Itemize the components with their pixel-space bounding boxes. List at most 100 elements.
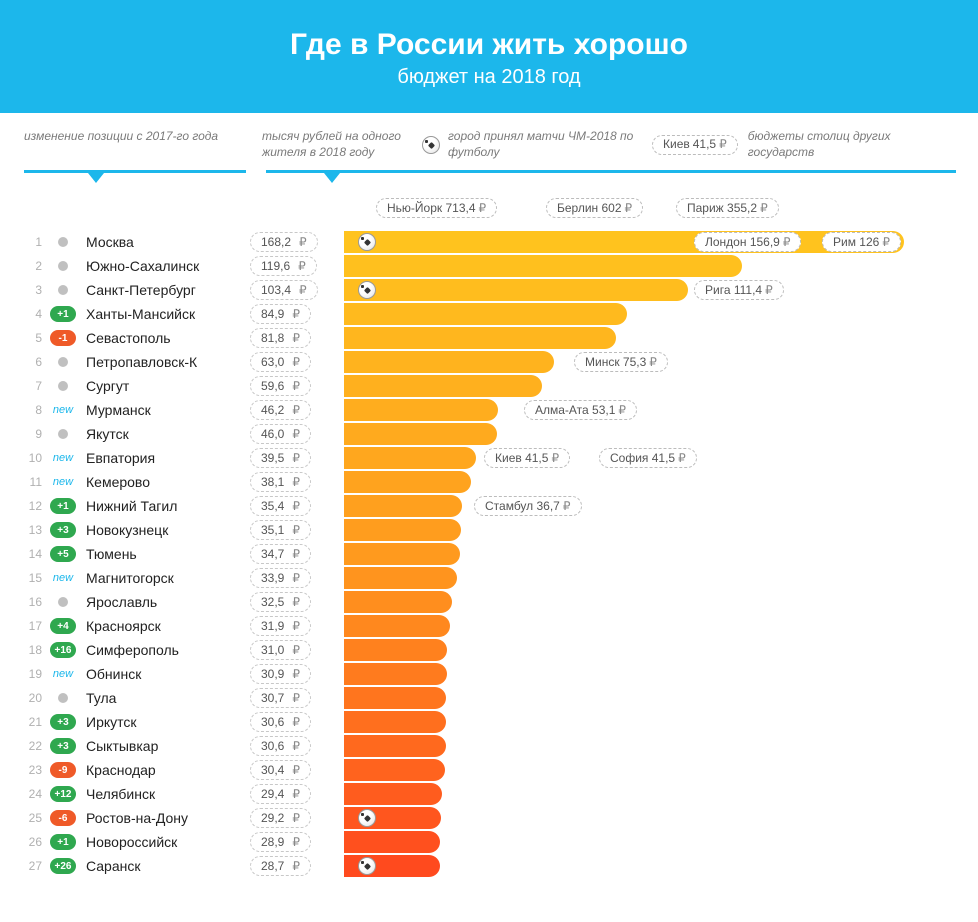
city-name: Краснодар bbox=[80, 762, 250, 778]
change-badge: +3 bbox=[50, 522, 76, 538]
legend-wc-text: город принял матчи ЧМ-2018 по футболу bbox=[448, 129, 652, 160]
bar bbox=[344, 399, 498, 421]
city-name: Кемерово bbox=[80, 474, 250, 490]
ruble-icon: ₽ bbox=[719, 137, 727, 153]
city-name: Сыктывкар bbox=[80, 738, 250, 754]
bar-area bbox=[344, 518, 954, 542]
change-badge: +1 bbox=[50, 306, 76, 322]
change-badge: +3 bbox=[50, 738, 76, 754]
change-badge-slot: -6 bbox=[46, 810, 80, 826]
bar-area bbox=[344, 710, 954, 734]
value-pill: 30,7₽ bbox=[250, 688, 311, 708]
change-badge: +1 bbox=[50, 498, 76, 514]
rank: 15 bbox=[24, 571, 46, 585]
capital-pill: Рим 126₽ bbox=[822, 232, 901, 252]
change-badge: +4 bbox=[50, 618, 76, 634]
change-badge: -1 bbox=[50, 330, 76, 346]
change-badge: -9 bbox=[50, 762, 76, 778]
change-badge bbox=[58, 285, 68, 295]
bar bbox=[344, 543, 460, 565]
rank: 12 bbox=[24, 499, 46, 513]
capital-pill: Стамбул 36,7₽ bbox=[474, 496, 582, 516]
change-badge-slot bbox=[46, 285, 80, 295]
bar bbox=[344, 687, 446, 709]
rank: 22 bbox=[24, 739, 46, 753]
change-badge-slot: -9 bbox=[46, 762, 80, 778]
change-badge: new bbox=[49, 450, 77, 466]
rank: 18 bbox=[24, 643, 46, 657]
change-badge-slot bbox=[46, 597, 80, 607]
change-badge-slot: +1 bbox=[46, 834, 80, 850]
rank: 3 bbox=[24, 283, 46, 297]
value-pill: 46,2₽ bbox=[250, 400, 311, 420]
bar-area bbox=[344, 830, 954, 854]
value-pill: 59,6₽ bbox=[250, 376, 311, 396]
bar-area: Киев 41,5₽София 41,5₽ bbox=[344, 446, 954, 470]
change-badge-slot: new bbox=[46, 450, 80, 466]
bar-area bbox=[344, 782, 954, 806]
table-row: 21+3Иркутск30,6₽ bbox=[24, 710, 954, 734]
city-name: Обнинск bbox=[80, 666, 250, 682]
bar-area bbox=[344, 806, 954, 830]
table-row: 1Москва168,2₽Лондон 156,9₽Рим 126₽ bbox=[24, 230, 954, 254]
city-name: Якутск bbox=[80, 426, 250, 442]
rank: 20 bbox=[24, 691, 46, 705]
legend-per-capita: тысяч рублей на одного жителя в 2018 год… bbox=[262, 129, 422, 160]
city-name: Севастополь bbox=[80, 330, 250, 346]
change-badge-slot bbox=[46, 381, 80, 391]
bar-area bbox=[344, 758, 954, 782]
value-pill: 31,9₽ bbox=[250, 616, 311, 636]
table-row: 22+3Сыктывкар30,6₽ bbox=[24, 734, 954, 758]
bar-area bbox=[344, 422, 954, 446]
intl-capitals-row: Нью-Йорк 713,4₽Берлин 602₽Париж 355,2₽ bbox=[286, 194, 954, 224]
bar-area bbox=[344, 470, 954, 494]
legend-capital-value: 41,5 bbox=[693, 137, 716, 153]
page-subtitle: бюджет на 2018 год bbox=[0, 66, 978, 89]
change-badge-slot: +12 bbox=[46, 786, 80, 802]
table-row: 26+1Новороссийск28,9₽ bbox=[24, 830, 954, 854]
table-row: 6Петропавловск-К63,0₽Минск 75,3₽ bbox=[24, 350, 954, 374]
city-name: Саранск bbox=[80, 858, 250, 874]
rank: 23 bbox=[24, 763, 46, 777]
rank: 13 bbox=[24, 523, 46, 537]
value-pill: 31,0₽ bbox=[250, 640, 311, 660]
change-badge-slot: +3 bbox=[46, 522, 80, 538]
city-name: Сургут bbox=[80, 378, 250, 394]
value-pill: 168,2₽ bbox=[250, 232, 318, 252]
change-badge bbox=[58, 693, 68, 703]
bar-area bbox=[344, 614, 954, 638]
rank: 4 bbox=[24, 307, 46, 321]
rank: 1 bbox=[24, 235, 46, 249]
rank: 25 bbox=[24, 811, 46, 825]
change-badge: +5 bbox=[50, 546, 76, 562]
bar bbox=[344, 279, 688, 301]
value-pill: 38,1₽ bbox=[250, 472, 311, 492]
value-pill: 30,9₽ bbox=[250, 664, 311, 684]
rank: 24 bbox=[24, 787, 46, 801]
rank: 21 bbox=[24, 715, 46, 729]
bar bbox=[344, 615, 450, 637]
city-name: Москва bbox=[80, 234, 250, 250]
table-row: 24+12Челябинск29,4₽ bbox=[24, 782, 954, 806]
city-name: Санкт-Петербург bbox=[80, 282, 250, 298]
city-name: Челябинск bbox=[80, 786, 250, 802]
table-row: 18+16Симферополь31,0₽ bbox=[24, 638, 954, 662]
legend: изменение позиции с 2017-го года тысяч р… bbox=[0, 113, 978, 168]
change-badge-slot bbox=[46, 237, 80, 247]
bar bbox=[344, 759, 445, 781]
city-name: Петропавловск-К bbox=[80, 354, 250, 370]
city-name: Нижний Тагил bbox=[80, 498, 250, 514]
rank: 26 bbox=[24, 835, 46, 849]
value-pill: 28,9₽ bbox=[250, 832, 311, 852]
table-row: 25-6Ростов-на-Дону29,2₽ bbox=[24, 806, 954, 830]
city-name: Симферополь bbox=[80, 642, 250, 658]
city-name: Ростов-на-Дону bbox=[80, 810, 250, 826]
rank: 11 bbox=[24, 475, 46, 489]
soccer-icon bbox=[422, 136, 440, 154]
bar bbox=[344, 471, 471, 493]
table-row: 5-1Севастополь81,8₽ bbox=[24, 326, 954, 350]
value-pill: 35,4₽ bbox=[250, 496, 311, 516]
change-badge-slot: +1 bbox=[46, 498, 80, 514]
table-row: 15newМагнитогорск33,9₽ bbox=[24, 566, 954, 590]
bar bbox=[344, 519, 461, 541]
